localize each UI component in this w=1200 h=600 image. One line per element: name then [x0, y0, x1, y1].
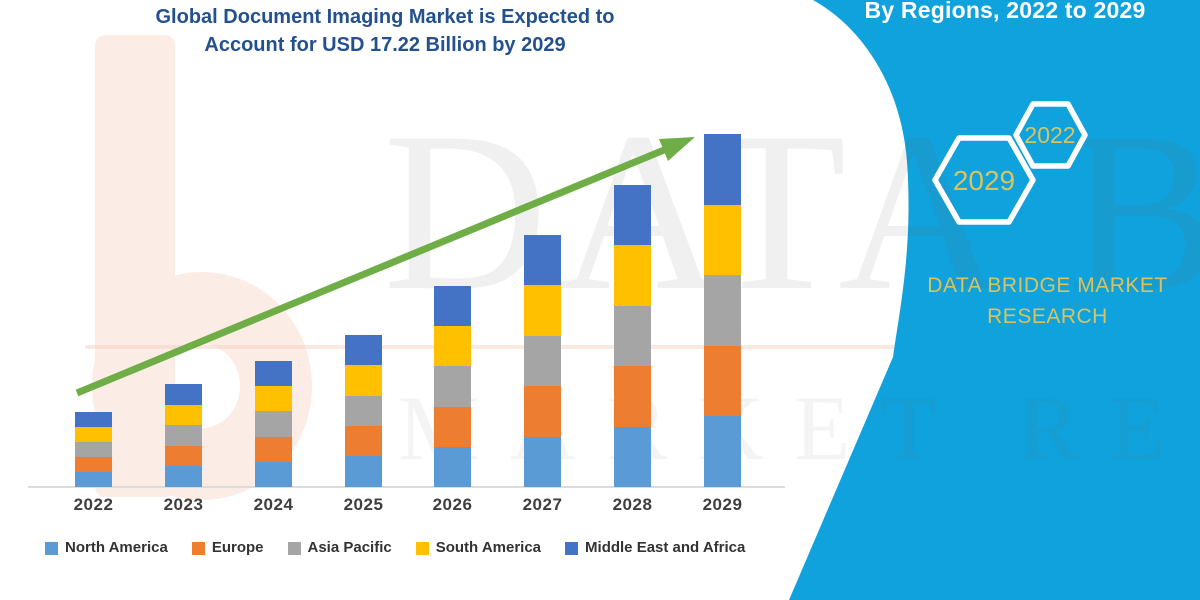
bar-segment-north-america	[345, 456, 382, 487]
x-axis-label-2023: 2023	[163, 495, 204, 514]
bar-segment-south-america	[165, 404, 202, 425]
bar-segment-europe	[75, 456, 112, 472]
legend-item-asia-pacific: Asia Pacific	[287, 539, 392, 556]
legend-item-middle-east-and-africa: Middle East and Africa	[565, 539, 745, 556]
bar-segment-north-america	[165, 466, 202, 487]
bar-segment-europe	[434, 406, 471, 447]
legend-label: South America	[435, 539, 542, 556]
bar-segment-europe	[165, 445, 202, 466]
title-line-2: Account for USD 17.22 Billion by 2029	[204, 34, 566, 56]
bar-column-2029	[704, 134, 741, 487]
bar-segment-north-america	[524, 436, 561, 488]
x-axis-label-2028: 2028	[612, 495, 653, 514]
page-title: Global Document Imaging Market is Expect…	[55, 3, 715, 59]
bar-segment-south-america	[704, 204, 741, 276]
bar-segment-asia-pacific	[345, 395, 382, 426]
panel-heading: By Regions, 2022 to 2029	[864, 0, 1146, 23]
bar-segment-asia-pacific	[75, 441, 112, 457]
x-axis-label-2024: 2024	[253, 495, 294, 514]
bar-segment-north-america	[75, 471, 112, 487]
bar-segment-middle-east-and-africa	[704, 134, 741, 205]
legend-item-europe: Europe	[191, 539, 264, 556]
bar-segment-asia-pacific	[165, 425, 202, 446]
hexagon-2022-label: 2022	[1024, 122, 1075, 148]
x-axis-label-2027: 2027	[522, 495, 563, 514]
legend-marker	[287, 541, 301, 555]
hexagon-2022	[1013, 101, 1088, 169]
legend: North America Europe Asia Pacific South Ame…	[45, 539, 745, 556]
bar-segment-north-america	[614, 426, 651, 488]
bar-segment-asia-pacific	[704, 275, 741, 346]
brand-line-2: RESEARCH	[987, 305, 1108, 328]
bar-segment-middle-east-and-africa	[75, 412, 112, 427]
bar-segment-europe	[345, 425, 382, 457]
bar-segment-asia-pacific	[255, 411, 292, 437]
brand-text: DATA BRIDGE MARKET RESEARCH	[900, 270, 1195, 332]
x-axis-label-2025: 2025	[343, 495, 384, 514]
legend-marker	[191, 541, 205, 555]
x-axis-label-2026: 2026	[432, 495, 473, 514]
legend-label: Asia Pacific	[307, 539, 392, 556]
region-panel-shape	[789, 0, 1200, 600]
legend-marker	[45, 541, 58, 555]
bar-segment-europe	[704, 345, 741, 417]
bar-segment-europe	[255, 436, 292, 462]
legend-item-north-america: North America	[45, 539, 168, 556]
bar-column-2022	[75, 412, 112, 487]
bar-segment-south-america	[75, 426, 112, 442]
bar-segment-north-america	[434, 446, 471, 487]
title-line-1: Global Document Imaging Market is Expect…	[155, 6, 615, 28]
x-axis-label-2029: 2029	[702, 495, 743, 514]
brand-line-1: DATA BRIDGE MARKET	[927, 274, 1168, 297]
x-axis-line	[28, 486, 785, 488]
bar-segment-north-america	[255, 461, 292, 488]
legend-marker	[565, 541, 579, 555]
x-axis-label-2022: 2022	[73, 495, 114, 514]
legend-marker	[415, 541, 429, 555]
legend-label: North America	[65, 539, 168, 556]
legend-item-south-america: South America	[415, 539, 542, 556]
bar-segment-north-america	[704, 416, 741, 487]
hexagon-2029-label: 2029	[953, 165, 1015, 196]
legend-label: Middle East and Africa	[585, 539, 746, 556]
legend-label: Europe	[211, 539, 264, 556]
hexagon-2029	[932, 135, 1036, 225]
